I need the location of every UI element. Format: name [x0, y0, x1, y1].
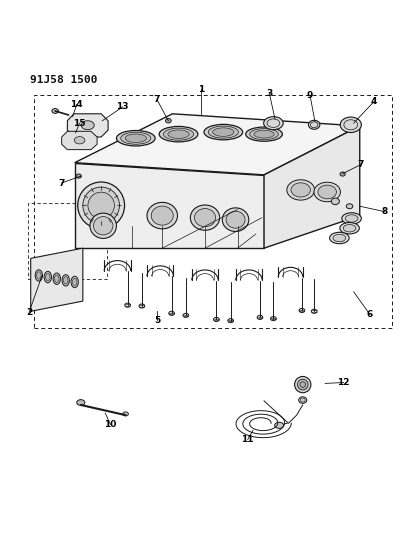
Ellipse shape: [93, 216, 113, 235]
Ellipse shape: [256, 316, 262, 319]
Ellipse shape: [204, 124, 242, 140]
Ellipse shape: [71, 276, 78, 288]
Ellipse shape: [62, 274, 69, 286]
Ellipse shape: [310, 309, 316, 313]
Text: 15: 15: [73, 119, 85, 128]
Ellipse shape: [342, 224, 355, 232]
Ellipse shape: [139, 304, 144, 308]
Bar: [28, 204, 107, 279]
Ellipse shape: [313, 182, 339, 202]
Ellipse shape: [54, 275, 59, 282]
Ellipse shape: [159, 126, 198, 142]
Text: 7: 7: [153, 95, 160, 104]
Bar: [34, 95, 391, 328]
Ellipse shape: [298, 309, 304, 312]
Polygon shape: [31, 248, 83, 311]
Ellipse shape: [222, 208, 248, 231]
Ellipse shape: [120, 132, 151, 144]
Text: 7: 7: [357, 160, 363, 169]
Text: 91J58 1500: 91J58 1500: [30, 75, 97, 85]
Text: 11: 11: [241, 435, 254, 444]
Ellipse shape: [227, 319, 233, 322]
Ellipse shape: [317, 185, 336, 199]
Ellipse shape: [346, 204, 352, 209]
Ellipse shape: [213, 318, 219, 321]
Text: 14: 14: [70, 100, 83, 109]
Ellipse shape: [194, 208, 215, 227]
Ellipse shape: [163, 128, 193, 140]
Ellipse shape: [116, 131, 155, 146]
Ellipse shape: [146, 203, 177, 229]
Text: 13: 13: [116, 102, 129, 111]
Ellipse shape: [182, 313, 188, 318]
Ellipse shape: [167, 130, 189, 139]
Ellipse shape: [151, 206, 173, 225]
Ellipse shape: [165, 118, 171, 123]
Polygon shape: [61, 131, 97, 150]
Ellipse shape: [274, 422, 283, 429]
Ellipse shape: [263, 117, 283, 130]
Ellipse shape: [45, 273, 50, 281]
Ellipse shape: [332, 235, 345, 241]
Ellipse shape: [290, 183, 310, 197]
Ellipse shape: [53, 273, 60, 285]
Ellipse shape: [270, 317, 276, 321]
Text: 12: 12: [336, 378, 349, 387]
Text: 7: 7: [58, 179, 65, 188]
Ellipse shape: [245, 127, 282, 141]
Ellipse shape: [298, 397, 306, 403]
Ellipse shape: [81, 120, 94, 130]
Ellipse shape: [76, 174, 81, 178]
Text: 2: 2: [26, 308, 32, 317]
Text: 3: 3: [265, 89, 272, 98]
Ellipse shape: [78, 182, 124, 229]
Ellipse shape: [76, 400, 85, 406]
Ellipse shape: [297, 379, 307, 390]
Ellipse shape: [90, 213, 116, 238]
Text: 6: 6: [366, 310, 372, 319]
Ellipse shape: [74, 136, 85, 144]
Polygon shape: [67, 114, 108, 137]
Polygon shape: [263, 126, 359, 248]
Text: 5: 5: [153, 316, 160, 325]
Ellipse shape: [344, 215, 357, 222]
Ellipse shape: [330, 198, 339, 205]
Ellipse shape: [122, 412, 128, 416]
Ellipse shape: [44, 271, 52, 283]
Ellipse shape: [249, 128, 278, 140]
Polygon shape: [74, 163, 263, 248]
Ellipse shape: [286, 180, 314, 200]
Ellipse shape: [72, 278, 77, 286]
Ellipse shape: [339, 172, 344, 176]
Ellipse shape: [35, 270, 43, 281]
Ellipse shape: [339, 117, 360, 133]
Ellipse shape: [329, 232, 348, 244]
Polygon shape: [74, 114, 359, 175]
Text: 1: 1: [197, 85, 204, 94]
Ellipse shape: [52, 109, 58, 114]
Ellipse shape: [63, 277, 68, 284]
Text: 4: 4: [370, 97, 376, 106]
Ellipse shape: [212, 128, 234, 136]
Ellipse shape: [83, 187, 119, 224]
Ellipse shape: [169, 311, 174, 316]
Text: 8: 8: [380, 207, 387, 216]
Ellipse shape: [190, 205, 219, 230]
Text: 9: 9: [306, 91, 312, 100]
Ellipse shape: [225, 211, 245, 228]
Ellipse shape: [88, 192, 114, 219]
Ellipse shape: [341, 213, 360, 224]
Ellipse shape: [299, 382, 305, 387]
Ellipse shape: [36, 272, 41, 279]
Ellipse shape: [294, 376, 310, 393]
Text: 10: 10: [104, 420, 117, 429]
Ellipse shape: [339, 222, 358, 234]
Ellipse shape: [124, 303, 130, 307]
Ellipse shape: [125, 134, 146, 142]
Ellipse shape: [208, 126, 238, 138]
Ellipse shape: [253, 130, 274, 138]
Ellipse shape: [308, 120, 319, 130]
